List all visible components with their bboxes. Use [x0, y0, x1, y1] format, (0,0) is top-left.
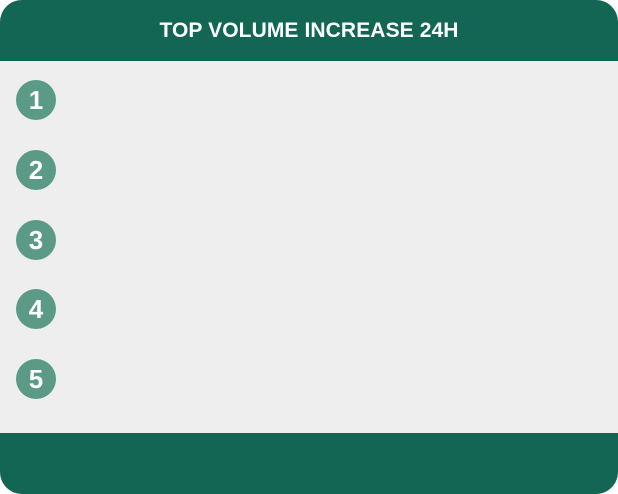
list-item-rank-5: 5	[0, 359, 618, 399]
rank-entry-content	[72, 150, 602, 190]
card-footer	[0, 433, 618, 494]
rank-badge: 3	[16, 220, 56, 260]
rank-badge: 1	[16, 80, 56, 120]
rank-badge: 5	[16, 359, 56, 399]
card-title: TOP VOLUME INCREASE 24H	[159, 18, 459, 42]
card-header: TOP VOLUME INCREASE 24H	[0, 0, 618, 61]
rank-entry-content	[72, 289, 602, 329]
list-item-rank-4: 4	[0, 289, 618, 329]
rank-entry-content	[72, 80, 602, 120]
rank-badge: 4	[16, 289, 56, 329]
rank-entry-content	[72, 359, 602, 399]
list-item-rank-3: 3	[0, 220, 618, 260]
rank-entry-content	[72, 220, 602, 260]
rank-list: 1 2 3 4 5	[0, 61, 618, 433]
rank-badge: 2	[16, 150, 56, 190]
list-item-rank-1: 1	[0, 80, 618, 120]
list-item-rank-2: 2	[0, 150, 618, 190]
card-body: 1 2 3 4 5	[0, 61, 618, 433]
